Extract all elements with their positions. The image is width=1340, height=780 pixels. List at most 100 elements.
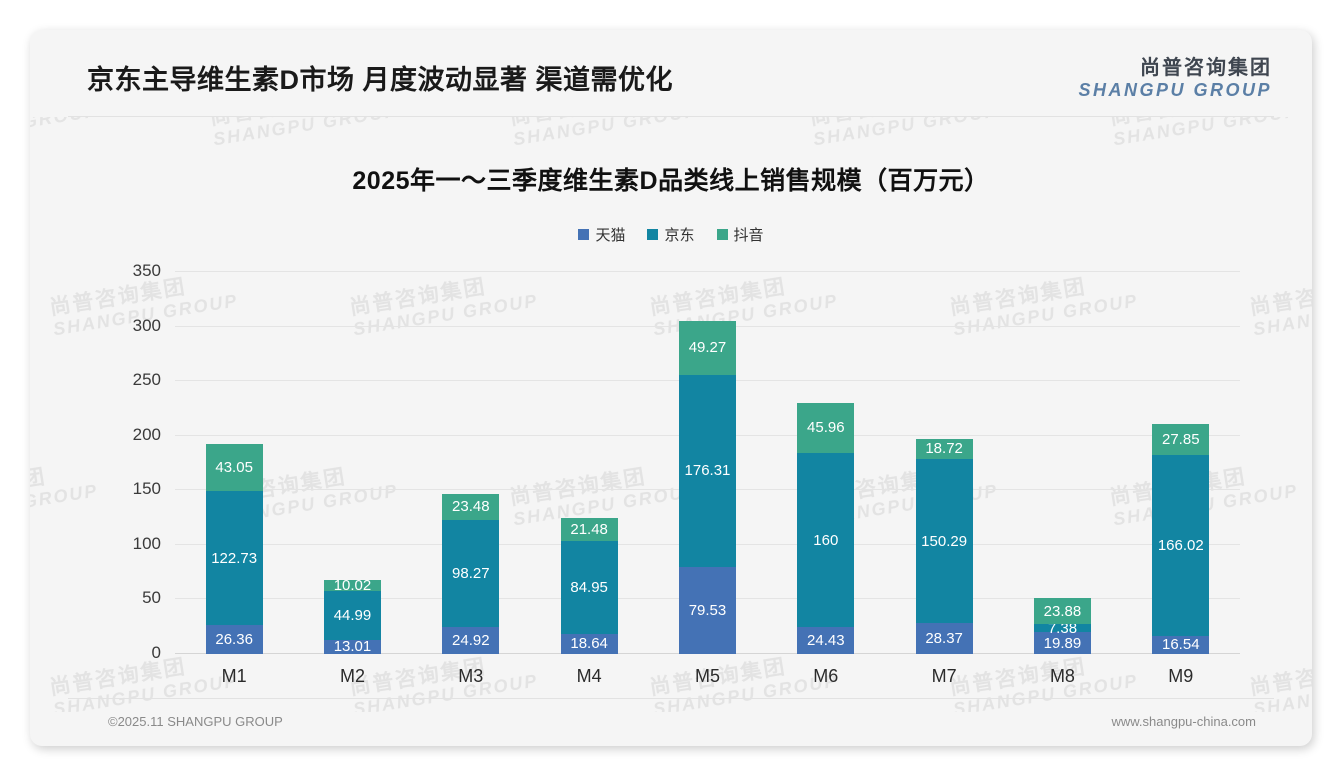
bar-value-label: 43.05 [215,459,253,477]
bar-segment-抖音[interactable]: 18.72 [915,438,973,460]
bar-segment-天猫[interactable]: 79.53 [678,567,736,654]
bar-segment-天猫[interactable]: 18.64 [560,633,618,654]
bar-value-label: 28.37 [925,630,963,648]
bar-stack: 26.36 122.73 43.05 [205,444,263,654]
slide-footer: ©2025.11 SHANGPU GROUP www.shangpu-china… [30,698,1312,746]
brand-logo: 尚普咨询集团 SHANGPU GROUP [1078,58,1272,99]
legend-item-京东[interactable]: 京东 [647,224,695,245]
bar-column[interactable]: 28.37 150.29 18.72 M7 [885,272,1003,686]
bar-stack: 16.54 166.02 27.85 [1152,424,1210,654]
bar-column[interactable]: 24.92 98.27 23.48 M3 [412,272,530,686]
bar-column[interactable]: 79.53 176.31 49.27 M5 [648,272,766,686]
bar-column[interactable]: 24.43 160 45.96 M6 [767,272,885,686]
bar-segment-抖音[interactable]: 10.02 [323,578,381,593]
footer-divider [68,698,1274,699]
bar-column[interactable]: 18.64 84.95 21.48 M4 [530,272,648,686]
slide-card: 京东主导维生素D市场 月度波动显著 渠道需优化 尚普咨询集团 SHANGPU G… [30,30,1312,746]
x-axis-tick-label: M2 [339,666,365,686]
bar-segment-京东[interactable]: 166.02 [1152,454,1210,636]
bar-stack: 79.53 176.31 49.27 [678,321,736,654]
bar-segment-京东[interactable]: 160 [797,452,855,628]
bar-segment-京东[interactable]: 7.38 [1033,621,1091,636]
bar-segment-京东[interactable]: 84.95 [560,540,618,634]
x-axis-tick-label: M1 [221,666,247,686]
bar-value-label: 24.43 [807,632,845,650]
bar-stack: 13.01 44.99 10.02 [323,578,381,656]
bar-segment-天猫[interactable]: 19.89 [1033,632,1091,654]
y-axis-tick-label: 200 [132,424,161,444]
bar-segment-京东[interactable]: 150.29 [915,459,973,624]
bar-value-label: 49.27 [688,339,727,357]
bar-segment-抖音[interactable]: 27.85 [1152,424,1210,455]
bar-segment-天猫[interactable]: 28.37 [915,623,973,654]
slide-header: 京东主导维生素D市场 月度波动显著 渠道需优化 尚普咨询集团 SHANGPU G… [30,30,1312,117]
bar-segment-天猫[interactable]: 26.36 [205,625,263,654]
x-axis-tick-label: M5 [694,666,720,686]
logo-english-text: SHANGPU GROUP [1078,80,1272,100]
bar-segment-天猫[interactable]: 24.92 [442,626,500,654]
bar-segment-京东[interactable]: 98.27 [442,519,500,627]
bars-group: 26.36 122.73 43.05 M1 13.01 44.99 10.02 M2 24.92… [175,272,1240,686]
bar-segment-抖音[interactable]: 45.96 [797,402,855,453]
legend-label: 天猫 [595,227,626,244]
bar-value-label: 24.92 [452,631,490,649]
legend-label: 京东 [664,227,695,244]
x-axis-tick-label: M6 [813,666,839,686]
bar-value-label: 23.48 [452,498,490,516]
legend-item-天猫[interactable]: 天猫 [578,224,625,245]
bar-value-label: 166.02 [1157,536,1204,554]
bar-value-label: 16.54 [1162,636,1200,654]
y-axis-tick-label: 150 [132,479,161,499]
bar-segment-抖音[interactable]: 23.48 [442,493,500,520]
bar-value-label: 44.99 [333,606,372,624]
bar-stack: 18.64 84.95 21.48 [560,517,618,654]
legend-item-抖音[interactable]: 抖音 [716,224,764,245]
bar-value-label: 98.27 [452,564,490,582]
bar-column[interactable]: 26.36 122.73 43.05 M1 [175,272,293,686]
bar-segment-京东[interactable]: 176.31 [678,374,736,568]
header-divider [68,116,1274,117]
bar-stack: 24.92 98.27 23.48 [442,493,500,654]
chart-plot-area: 350 300 250 200 150 100 50 0 26.36 122.73 43.05 M1… [30,261,1312,692]
bar-value-label: 26.36 [215,631,253,649]
x-axis-tick-label: M3 [458,666,484,686]
bar-value-label: 23.88 [1043,602,1082,620]
bar-value-label: 21.48 [570,520,608,538]
legend-swatch-icon [716,229,728,240]
bar-value-label: 18.72 [925,440,963,458]
page-title: 京东主导维生素D市场 月度波动显著 渠道需优化 [87,65,674,95]
bar-segment-抖音[interactable]: 21.48 [560,517,618,541]
bar-value-label: 176.31 [684,462,731,480]
logo-chinese-text: 尚普咨询集团 [1140,57,1272,79]
legend-swatch-icon [647,229,659,240]
bar-segment-抖音[interactable]: 49.27 [678,321,736,375]
bar-segment-天猫[interactable]: 13.01 [323,638,381,656]
bar-value-label: 150.29 [921,532,968,550]
bar-segment-京东[interactable]: 122.73 [205,491,263,626]
y-axis-tick-label: 50 [142,588,161,608]
bar-stack: 24.43 160 45.96 [797,402,855,654]
footer-copyright: ©2025.11 SHANGPU GROUP [108,714,283,729]
bar-segment-抖音[interactable]: 23.88 [1033,598,1091,625]
bar-column[interactable]: 16.54 166.02 27.85 M9 [1122,272,1240,686]
bar-value-label: 122.73 [211,549,258,567]
footer-website[interactable]: www.shangpu-china.com [1111,714,1256,729]
bar-segment-天猫[interactable]: 16.54 [1152,635,1210,654]
bar-column[interactable]: 13.01 44.99 10.02 M2 [293,272,411,686]
bar-segment-抖音[interactable]: 43.05 [205,444,263,492]
bar-segment-京东[interactable]: 44.99 [323,590,381,640]
bar-segment-天猫[interactable]: 24.43 [797,627,855,654]
bar-value-label: 27.85 [1162,431,1200,449]
bar-value-label: 18.64 [570,635,608,653]
y-axis-tick-label: 300 [132,315,161,335]
legend-label: 抖音 [733,227,764,244]
bar-value-label: 13.01 [333,638,372,656]
plot-inner: 350 300 250 200 150 100 50 0 26.36 122.73 43.05 M1… [133,261,1240,686]
bar-column[interactable]: 19.89 7.38 23.88 M8 [1003,272,1121,686]
